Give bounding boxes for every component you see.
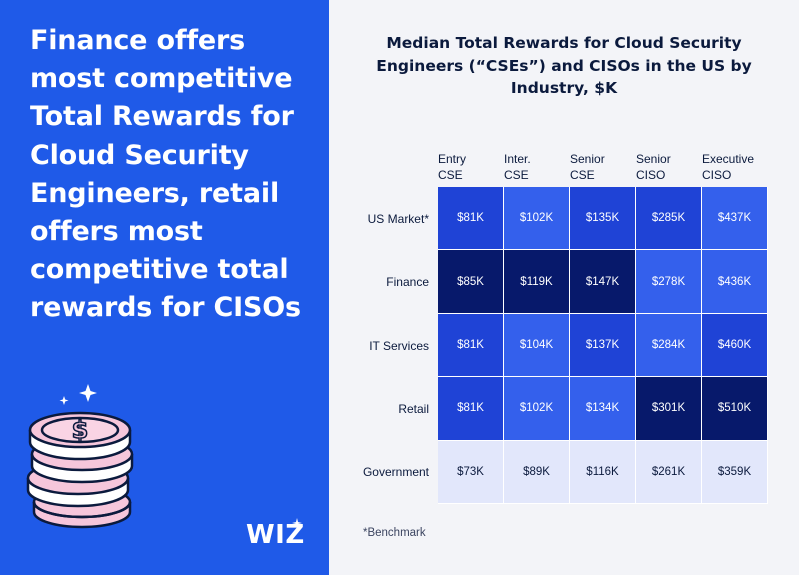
coin-stack-icon: $: [26, 384, 134, 529]
column-header: Inter. CSE: [504, 152, 531, 182]
heatmap-cell: $436K: [702, 250, 768, 314]
heatmap-cell: $135K: [570, 187, 636, 251]
heatmap-cell: $85K: [438, 250, 504, 314]
heatmap-cell: $81K: [438, 313, 504, 378]
sparkle-icon: [59, 384, 97, 405]
svg-text:$: $: [72, 416, 89, 444]
row-label: Government: [362, 465, 429, 480]
heatmap-cell: $102K: [504, 187, 570, 251]
heatmap-cell: $278K: [636, 250, 702, 314]
heatmap-cell: $437K: [702, 187, 768, 251]
row-label: Retail: [398, 401, 429, 416]
heatmap-cell: $510K: [702, 377, 768, 441]
heatmap-cell: $285K: [636, 187, 702, 251]
heatmap-cell: $119K: [504, 250, 570, 314]
footnote: *Benchmark: [363, 527, 426, 539]
heatmap-cell: $359K: [702, 440, 768, 504]
heatmap-cell: $73K: [438, 440, 504, 504]
heatmap-cell: $89K: [504, 440, 570, 504]
heatmap-cell: $137K: [570, 313, 636, 378]
heatmap-cell: $261K: [636, 440, 702, 504]
heatmap-cell: $460K: [702, 313, 768, 378]
column-header: Senior CISO: [636, 152, 671, 182]
chart-panel: Median Total Rewards for Cloud Security …: [329, 0, 799, 575]
heatmap-cell: $147K: [570, 250, 636, 314]
logo-sparkle-icon: [292, 518, 302, 528]
row-label: Finance: [386, 275, 429, 290]
heatmap-cell: $81K: [438, 187, 504, 251]
wiz-logo: WIZ: [246, 520, 305, 550]
heatmap-cell: $104K: [504, 313, 570, 378]
headline: Finance offers most competitive Total Re…: [30, 25, 301, 324]
column-header: Entry CSE: [438, 152, 467, 182]
heatmap-cell: $81K: [438, 377, 504, 441]
row-label: IT Services: [369, 338, 429, 353]
column-header: Executive CISO: [702, 152, 755, 182]
heatmap-cell: $284K: [636, 313, 702, 378]
left-panel: Finance offers most competitive Total Re…: [0, 0, 329, 575]
chart-title: Median Total Rewards for Cloud Security …: [376, 34, 752, 97]
heatmap-cell: $134K: [570, 377, 636, 441]
heatmap-cell: $116K: [570, 440, 636, 504]
heatmap-cell: $301K: [636, 377, 702, 441]
row-label: US Market*: [367, 211, 429, 226]
heatmap-cell: $102K: [504, 377, 570, 441]
column-header: Senior CSE: [570, 152, 605, 182]
